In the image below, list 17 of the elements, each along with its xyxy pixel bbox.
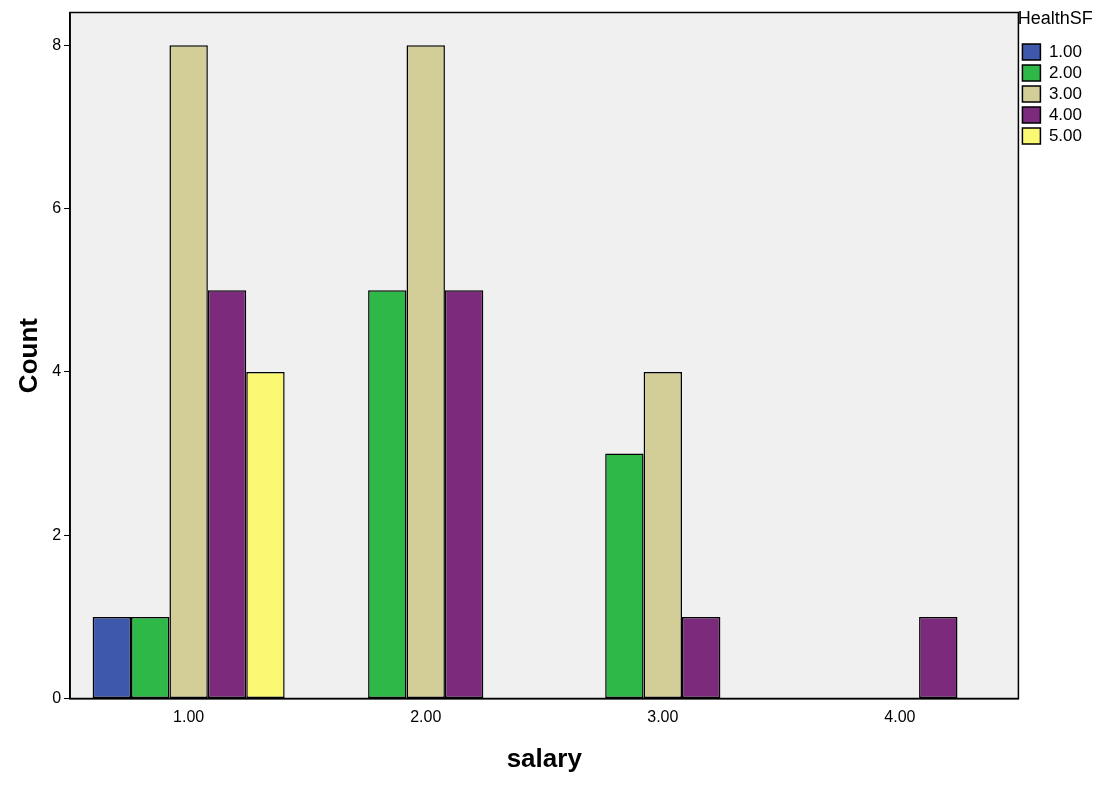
y-tick-label: 8 <box>52 35 62 53</box>
y-tick-label: 4 <box>52 362 62 380</box>
legend-label: 4.00 <box>1048 104 1083 124</box>
legend-label: 2.00 <box>1048 62 1083 82</box>
legend-label: 1.00 <box>1048 41 1083 61</box>
y-tick-label: 0 <box>52 689 62 707</box>
y-axis-title: Count <box>12 317 43 394</box>
x-tick-label: 1.00 <box>173 707 205 725</box>
legend-label: 3.00 <box>1048 83 1083 103</box>
x-tick-label: 4.00 <box>884 707 916 725</box>
y-tick-label: 2 <box>52 525 62 543</box>
x-tick-label: 2.00 <box>410 707 442 725</box>
y-tick-label: 6 <box>52 199 62 217</box>
x-axis-title: salary <box>506 742 583 773</box>
x-tick-label: 3.00 <box>647 707 679 725</box>
legend-label: 5.00 <box>1048 125 1083 145</box>
legend-title: HealthSF <box>1017 7 1093 28</box>
